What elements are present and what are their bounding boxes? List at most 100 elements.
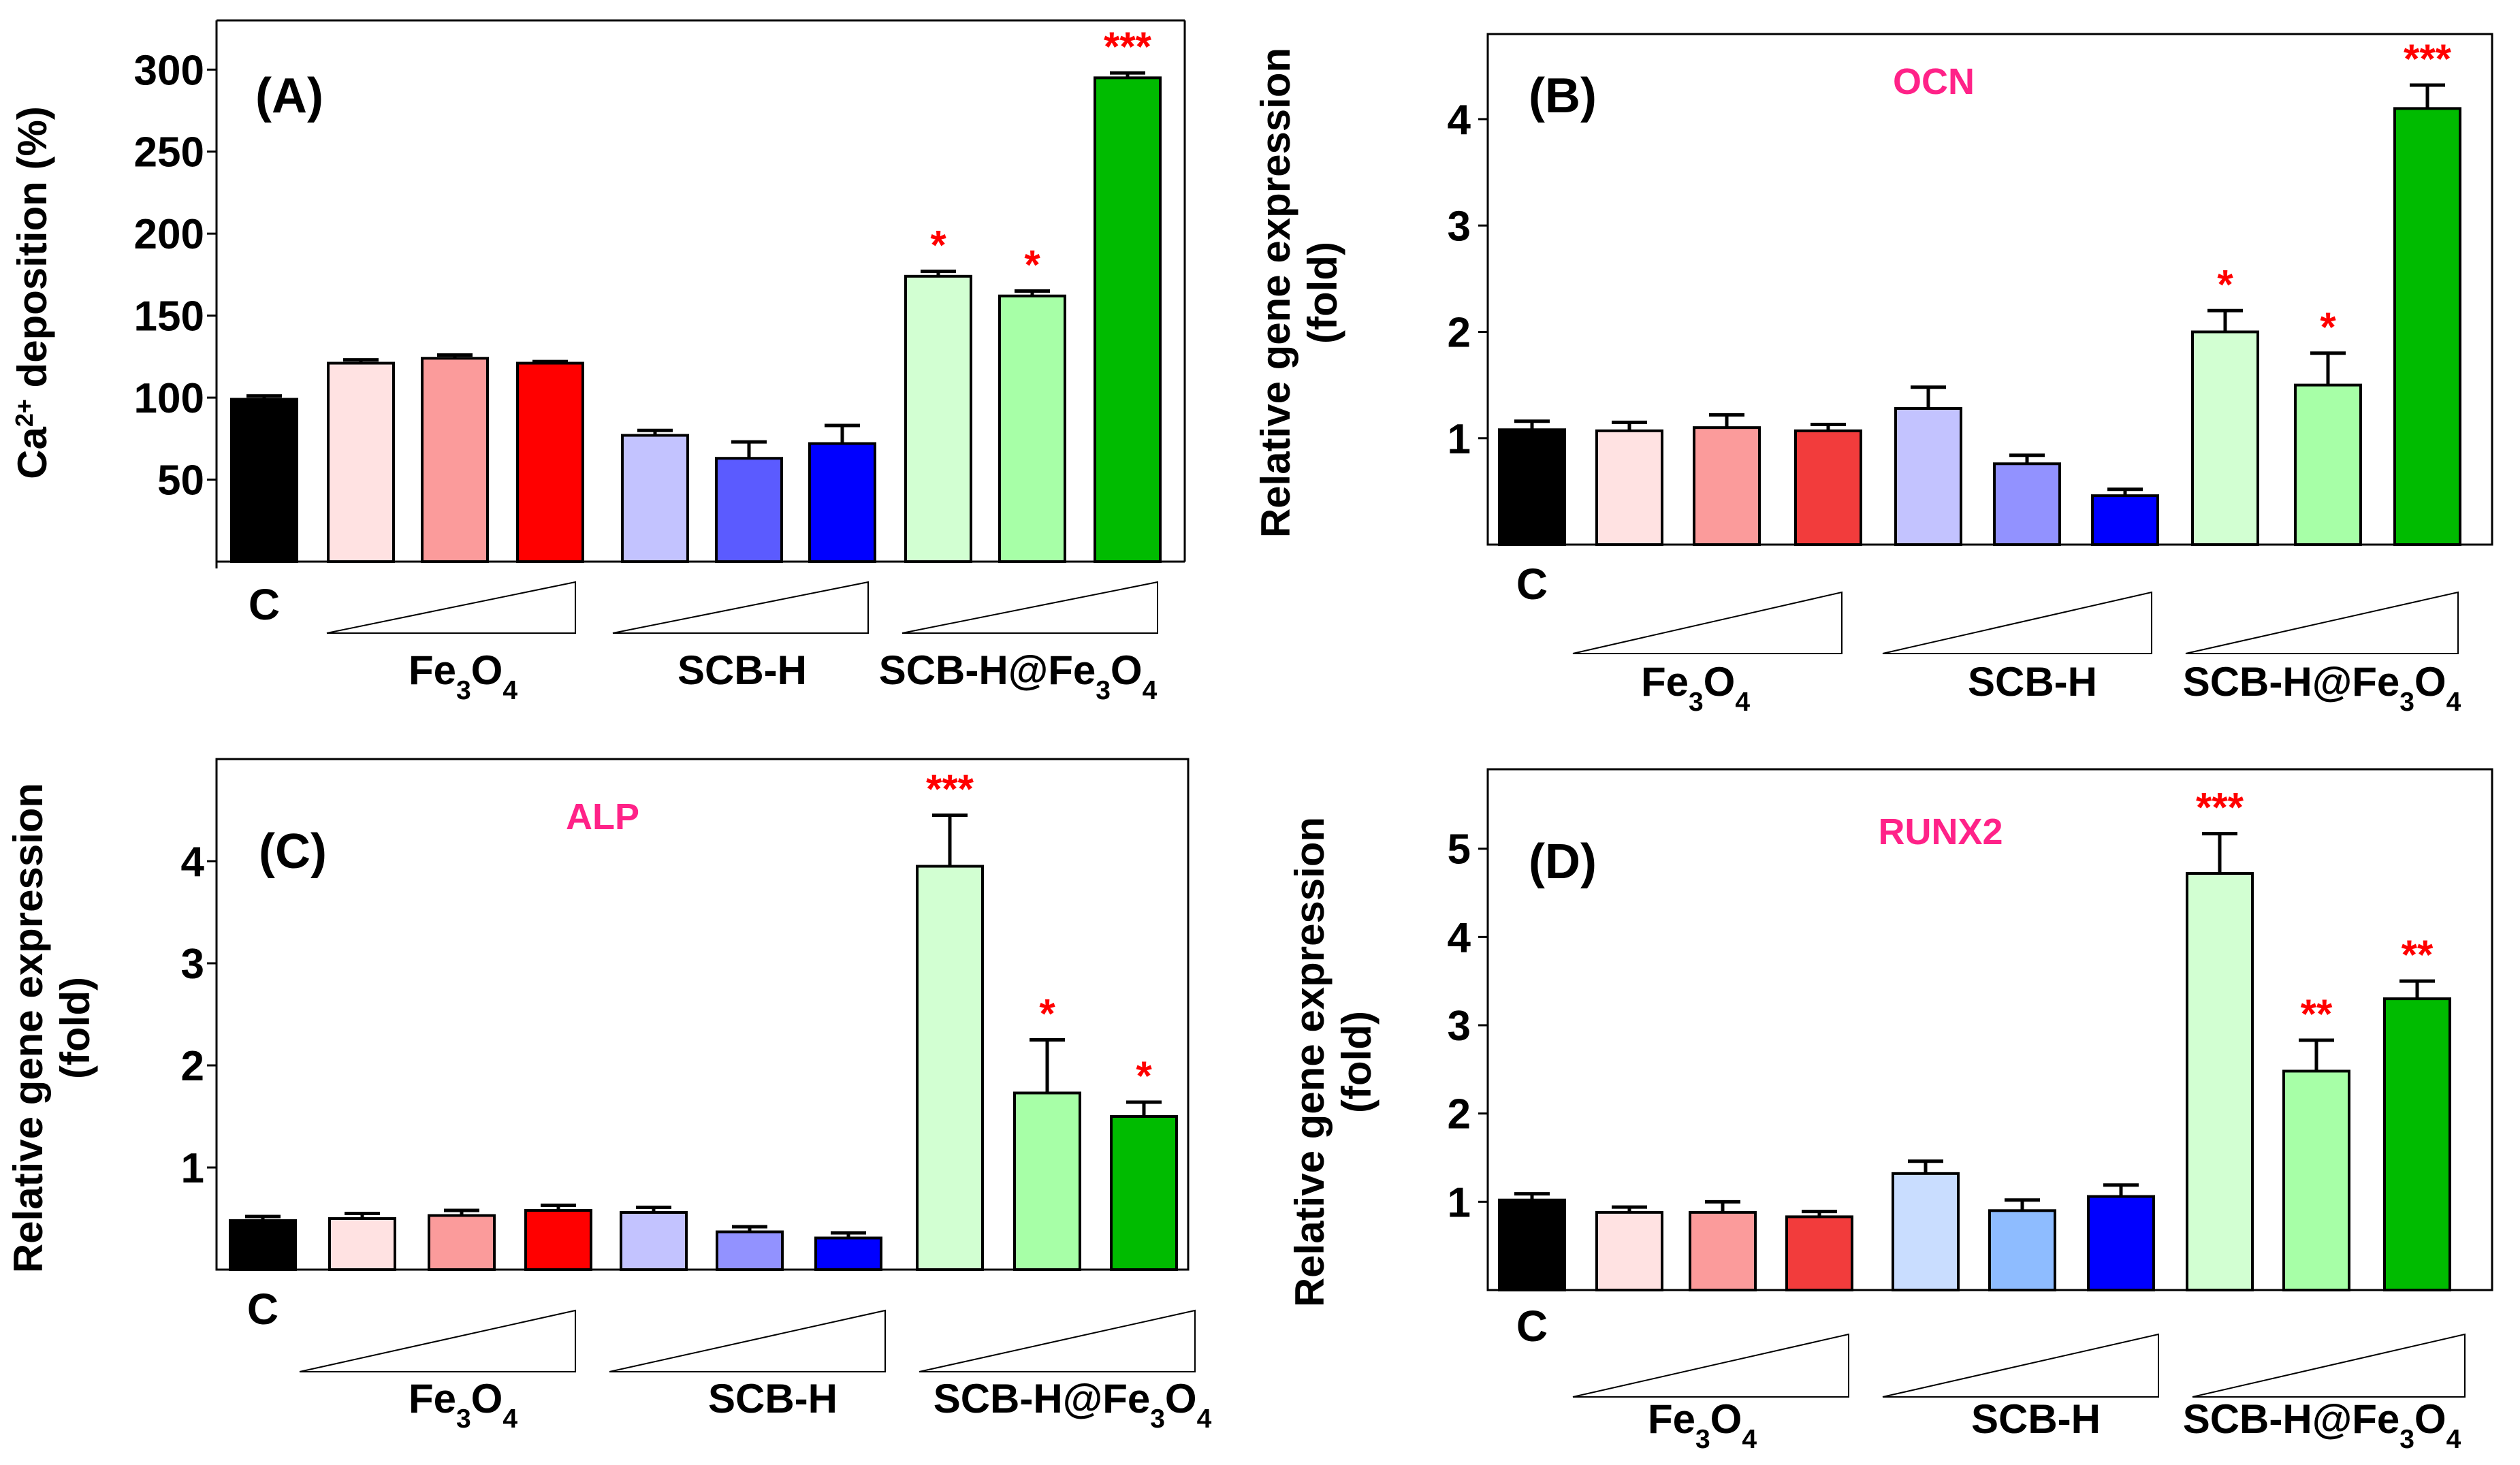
significance-marker: ** <box>2402 932 2434 978</box>
y-tick-label: 2 <box>181 1043 204 1090</box>
bar <box>2393 107 2461 546</box>
bar <box>428 1214 496 1271</box>
y-tick-label: 5 <box>1448 826 1471 873</box>
panel-label: (D) <box>1529 835 1597 889</box>
y-tick-label: 3 <box>1448 1003 1471 1050</box>
significance-marker: * <box>2217 261 2233 307</box>
control-label: C <box>1516 1302 1548 1351</box>
gene-label: OCN <box>1893 61 1975 102</box>
panel-a: 50 100 150 200 250 300 Ca2+ deposition (%) (A) *… <box>10 19 1186 705</box>
y-tick-label: 300 <box>134 47 204 94</box>
concentration-triangle <box>326 581 576 634</box>
group-label: Fe3O4 <box>1648 1396 1757 1454</box>
bar <box>1993 462 2061 546</box>
significance-marker: ** <box>2301 991 2333 1037</box>
significance-marker: * <box>930 223 946 268</box>
bar <box>1498 428 1566 546</box>
bar <box>1595 1210 1663 1292</box>
bar <box>2282 1069 2350 1291</box>
group-label: SCB-H <box>1968 659 2097 705</box>
group-label: Fe3O4 <box>409 1376 517 1434</box>
panel-label: (A) <box>255 69 323 123</box>
panel-d: 1 2 3 4 5 Relative gene expression(fold) (D) RU… <box>1287 768 2493 1454</box>
group-label: Fe3O4 <box>1641 659 1750 717</box>
significance-marker: * <box>1024 242 1040 288</box>
y-tick-label: 50 <box>157 457 204 504</box>
y-tick-label: 1 <box>1448 1179 1471 1226</box>
y-tick-label: 2 <box>1448 1091 1471 1138</box>
bar <box>2186 872 2254 1291</box>
significance-marker: *** <box>1104 24 1152 69</box>
bar <box>328 1217 396 1271</box>
concentration-triangle <box>1882 591 2152 654</box>
y-axis-label: Relative gene expression(fold) <box>1253 48 1345 538</box>
y-tick-label: 1 <box>181 1145 204 1192</box>
bar <box>1094 76 1162 564</box>
y-tick-label: 4 <box>1448 97 1471 144</box>
bar <box>230 398 298 563</box>
bar <box>1498 1198 1566 1291</box>
control-label: C <box>247 1285 278 1334</box>
bar <box>715 457 783 564</box>
bar <box>620 1211 688 1271</box>
group-label: SCB-H@Fe3O4 <box>2183 659 2461 717</box>
bar <box>1013 1091 1081 1271</box>
control-label: C <box>1516 560 1548 609</box>
bar <box>814 1236 882 1271</box>
y-tick-label: 100 <box>134 375 204 422</box>
group-label: Fe3O4 <box>409 647 517 705</box>
bar <box>1892 1172 1960 1291</box>
group-label: SCB-H@Fe3O4 <box>879 647 1158 705</box>
control-label: C <box>249 580 280 629</box>
bar <box>1785 1215 1853 1291</box>
bar <box>1794 429 1862 546</box>
significance-marker: *** <box>2404 36 2452 82</box>
y-tick-label: 3 <box>1448 203 1471 250</box>
bar <box>516 361 584 563</box>
y-axis-label: Relative gene expression(fold) <box>1287 817 1379 1307</box>
bar <box>621 434 689 563</box>
y-tick-label: 200 <box>134 211 204 258</box>
group-label: SCB-H <box>708 1376 838 1421</box>
gene-label: RUNX2 <box>1878 811 2003 852</box>
panel-b: 1 2 3 4 Relative gene expression(fold) (B) OCN… <box>1253 33 2493 717</box>
concentration-triangle <box>612 581 869 634</box>
bar <box>2294 383 2362 546</box>
y-tick-label: 1 <box>1448 416 1471 463</box>
significance-marker: *** <box>2196 785 2244 831</box>
concentration-triangle <box>1572 1333 1849 1398</box>
bar <box>1693 426 1761 546</box>
plot-frame <box>1486 33 2493 546</box>
bar <box>1894 407 1962 546</box>
bar <box>2191 330 2259 546</box>
bar <box>716 1230 784 1271</box>
gene-label: ALP <box>566 796 639 837</box>
significance-marker: * <box>1039 991 1055 1037</box>
significance-marker: *** <box>926 767 974 812</box>
concentration-triangle <box>2192 1333 2466 1398</box>
concentration-triangle <box>1882 1333 2159 1398</box>
bar <box>421 357 489 563</box>
bar <box>327 361 395 563</box>
y-tick-label: 4 <box>181 839 205 886</box>
bar <box>2091 494 2159 546</box>
concentration-triangle <box>919 1309 1196 1372</box>
bar <box>1110 1115 1178 1271</box>
panel-label: (C) <box>259 824 327 879</box>
y-tick-label: 250 <box>134 129 204 176</box>
concentration-triangle <box>1572 591 1843 654</box>
concentration-triangle <box>299 1309 576 1372</box>
y-axis-label: Ca2+ deposition (%) <box>10 106 55 479</box>
concentration-triangle <box>609 1309 886 1372</box>
bar <box>2383 997 2451 1291</box>
bar <box>808 442 876 564</box>
bar <box>904 274 972 563</box>
group-label: SCB-H <box>1971 1396 2101 1442</box>
group-label: SCB-H@Fe3O4 <box>2183 1396 2461 1454</box>
concentration-triangle <box>902 581 1158 634</box>
concentration-triangle <box>2185 591 2459 654</box>
y-tick-label: 2 <box>1448 310 1471 357</box>
bar <box>1689 1210 1757 1292</box>
bar <box>916 865 984 1271</box>
